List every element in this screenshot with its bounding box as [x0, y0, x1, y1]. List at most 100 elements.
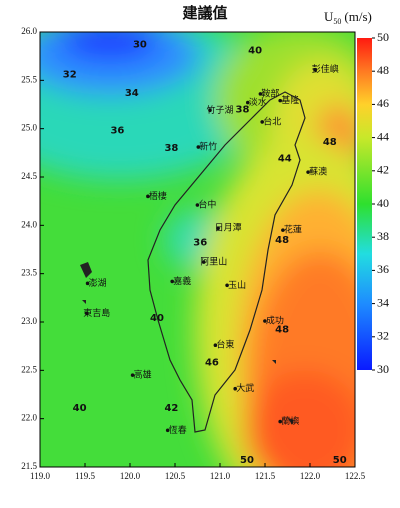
island-outline: [147, 91, 306, 433]
station: [278, 419, 283, 424]
contour-label: 32: [63, 70, 77, 81]
colorbar-tick-label: 50: [377, 30, 389, 44]
contour-label: 40: [248, 45, 262, 56]
station: [216, 226, 220, 231]
contour-label: 46: [205, 358, 219, 369]
contour-label: 50: [240, 455, 254, 466]
place-name: 澎湖: [89, 277, 107, 289]
y-tick-label: 26.0: [21, 26, 37, 36]
station: [225, 283, 229, 288]
contour-label: 40: [73, 403, 87, 414]
place-name: 日月潭: [215, 223, 242, 234]
colorbar-tick-label: 30: [377, 362, 389, 376]
contour-label: 38: [164, 143, 178, 154]
y-tick-label: 21.5: [21, 461, 37, 471]
colorbar-tick-label: 32: [377, 329, 389, 343]
y-tick-label: 25.0: [21, 123, 37, 133]
place-name: 嘉義: [173, 275, 191, 287]
y-tick-label: 24.0: [21, 219, 37, 229]
x-tick-label: 121.0: [210, 471, 231, 481]
place-name: 台中: [198, 199, 216, 211]
station: [146, 194, 150, 199]
colorbar-tick-label: 42: [377, 163, 389, 177]
station: [170, 279, 174, 284]
colorbar-tick-label: 36: [377, 262, 389, 276]
plot-frame: [39, 31, 356, 468]
x-tick-label: 122.0: [300, 471, 321, 481]
x-tick-label: 121.5: [255, 471, 276, 481]
contour-label: 48: [275, 325, 289, 336]
place-name: 大武: [236, 382, 254, 394]
station: [201, 260, 206, 264]
place-name: 花蓮: [284, 224, 302, 236]
station: [281, 228, 285, 232]
station: [213, 343, 218, 348]
place-name: 玉山: [228, 280, 246, 291]
y-tick-label: 23.5: [21, 268, 37, 278]
station: [195, 203, 200, 207]
colorbar-tick-label: 34: [377, 295, 389, 309]
chart-title: 建議值: [182, 4, 227, 22]
contour-label: 34: [125, 88, 139, 99]
contour-label: 40: [150, 313, 164, 324]
station: [208, 108, 212, 113]
place-name: 彭佳嶼: [312, 63, 339, 75]
station: [85, 281, 90, 286]
place-name: 台東: [216, 339, 234, 351]
y-tick-label: 25.5: [21, 74, 37, 84]
colorbar-tick-label: 38: [377, 229, 389, 243]
colorbar-tick-label: 48: [377, 63, 389, 77]
colorbar-tick-label: 44: [377, 129, 389, 143]
x-tick-label: 122.5: [345, 471, 366, 481]
place-name: 基隆: [281, 94, 299, 106]
y-tick-label: 22.0: [21, 413, 37, 423]
colorbar-tick-label: 40: [377, 196, 389, 210]
station: [84, 311, 89, 316]
contour-label: 48: [275, 235, 289, 246]
y-tick-label: 22.5: [21, 364, 37, 374]
place-name: 高雄: [134, 369, 152, 381]
contour-label: 50: [333, 455, 347, 466]
x-tick-label: 119.5: [75, 471, 95, 481]
station: [260, 120, 265, 124]
station: [196, 145, 201, 149]
contour-label: 48: [323, 137, 337, 148]
place-name: 台北: [263, 115, 281, 127]
contour-label: 42: [164, 403, 178, 414]
contour-label: 30: [133, 40, 147, 51]
x-tick-label: 120.0: [120, 471, 141, 481]
place-name: 淡水: [249, 96, 267, 108]
x-tick-label: 119.0: [30, 471, 50, 481]
place-name: 東吉島: [83, 307, 110, 319]
place-name: 梧棲: [149, 190, 167, 202]
station: [306, 170, 310, 174]
place-name: 竹子湖: [206, 104, 233, 116]
contour-label: 36: [110, 126, 124, 137]
field: [40, 32, 355, 467]
contour-label: 38: [236, 104, 250, 115]
place-name: 新竹: [199, 141, 217, 153]
station: [258, 92, 263, 96]
place-name: 恆春: [169, 424, 187, 436]
place-name: 蘭嶼: [281, 415, 299, 427]
station: [246, 100, 250, 105]
place-name: 蘇澳: [309, 166, 327, 178]
colorbar: [357, 38, 372, 370]
station: [313, 67, 318, 72]
colorbar-label: U50 (m/s): [324, 9, 372, 26]
x-tick-label: 120.5: [165, 471, 186, 481]
place-name: 阿里山: [200, 257, 227, 268]
station: [278, 98, 283, 103]
station: [165, 428, 170, 433]
place-name: 成功: [266, 315, 284, 327]
colorbar-tick-label: 46: [377, 96, 389, 110]
station: [263, 319, 267, 323]
place-name: 鞍部: [261, 87, 279, 99]
station: [233, 386, 237, 391]
station: [130, 373, 135, 377]
y-tick-label: 23.0: [21, 316, 37, 326]
contour-label: 44: [278, 154, 292, 165]
y-tick-label: 24.5: [21, 171, 37, 181]
contour-label: 36: [193, 238, 207, 249]
